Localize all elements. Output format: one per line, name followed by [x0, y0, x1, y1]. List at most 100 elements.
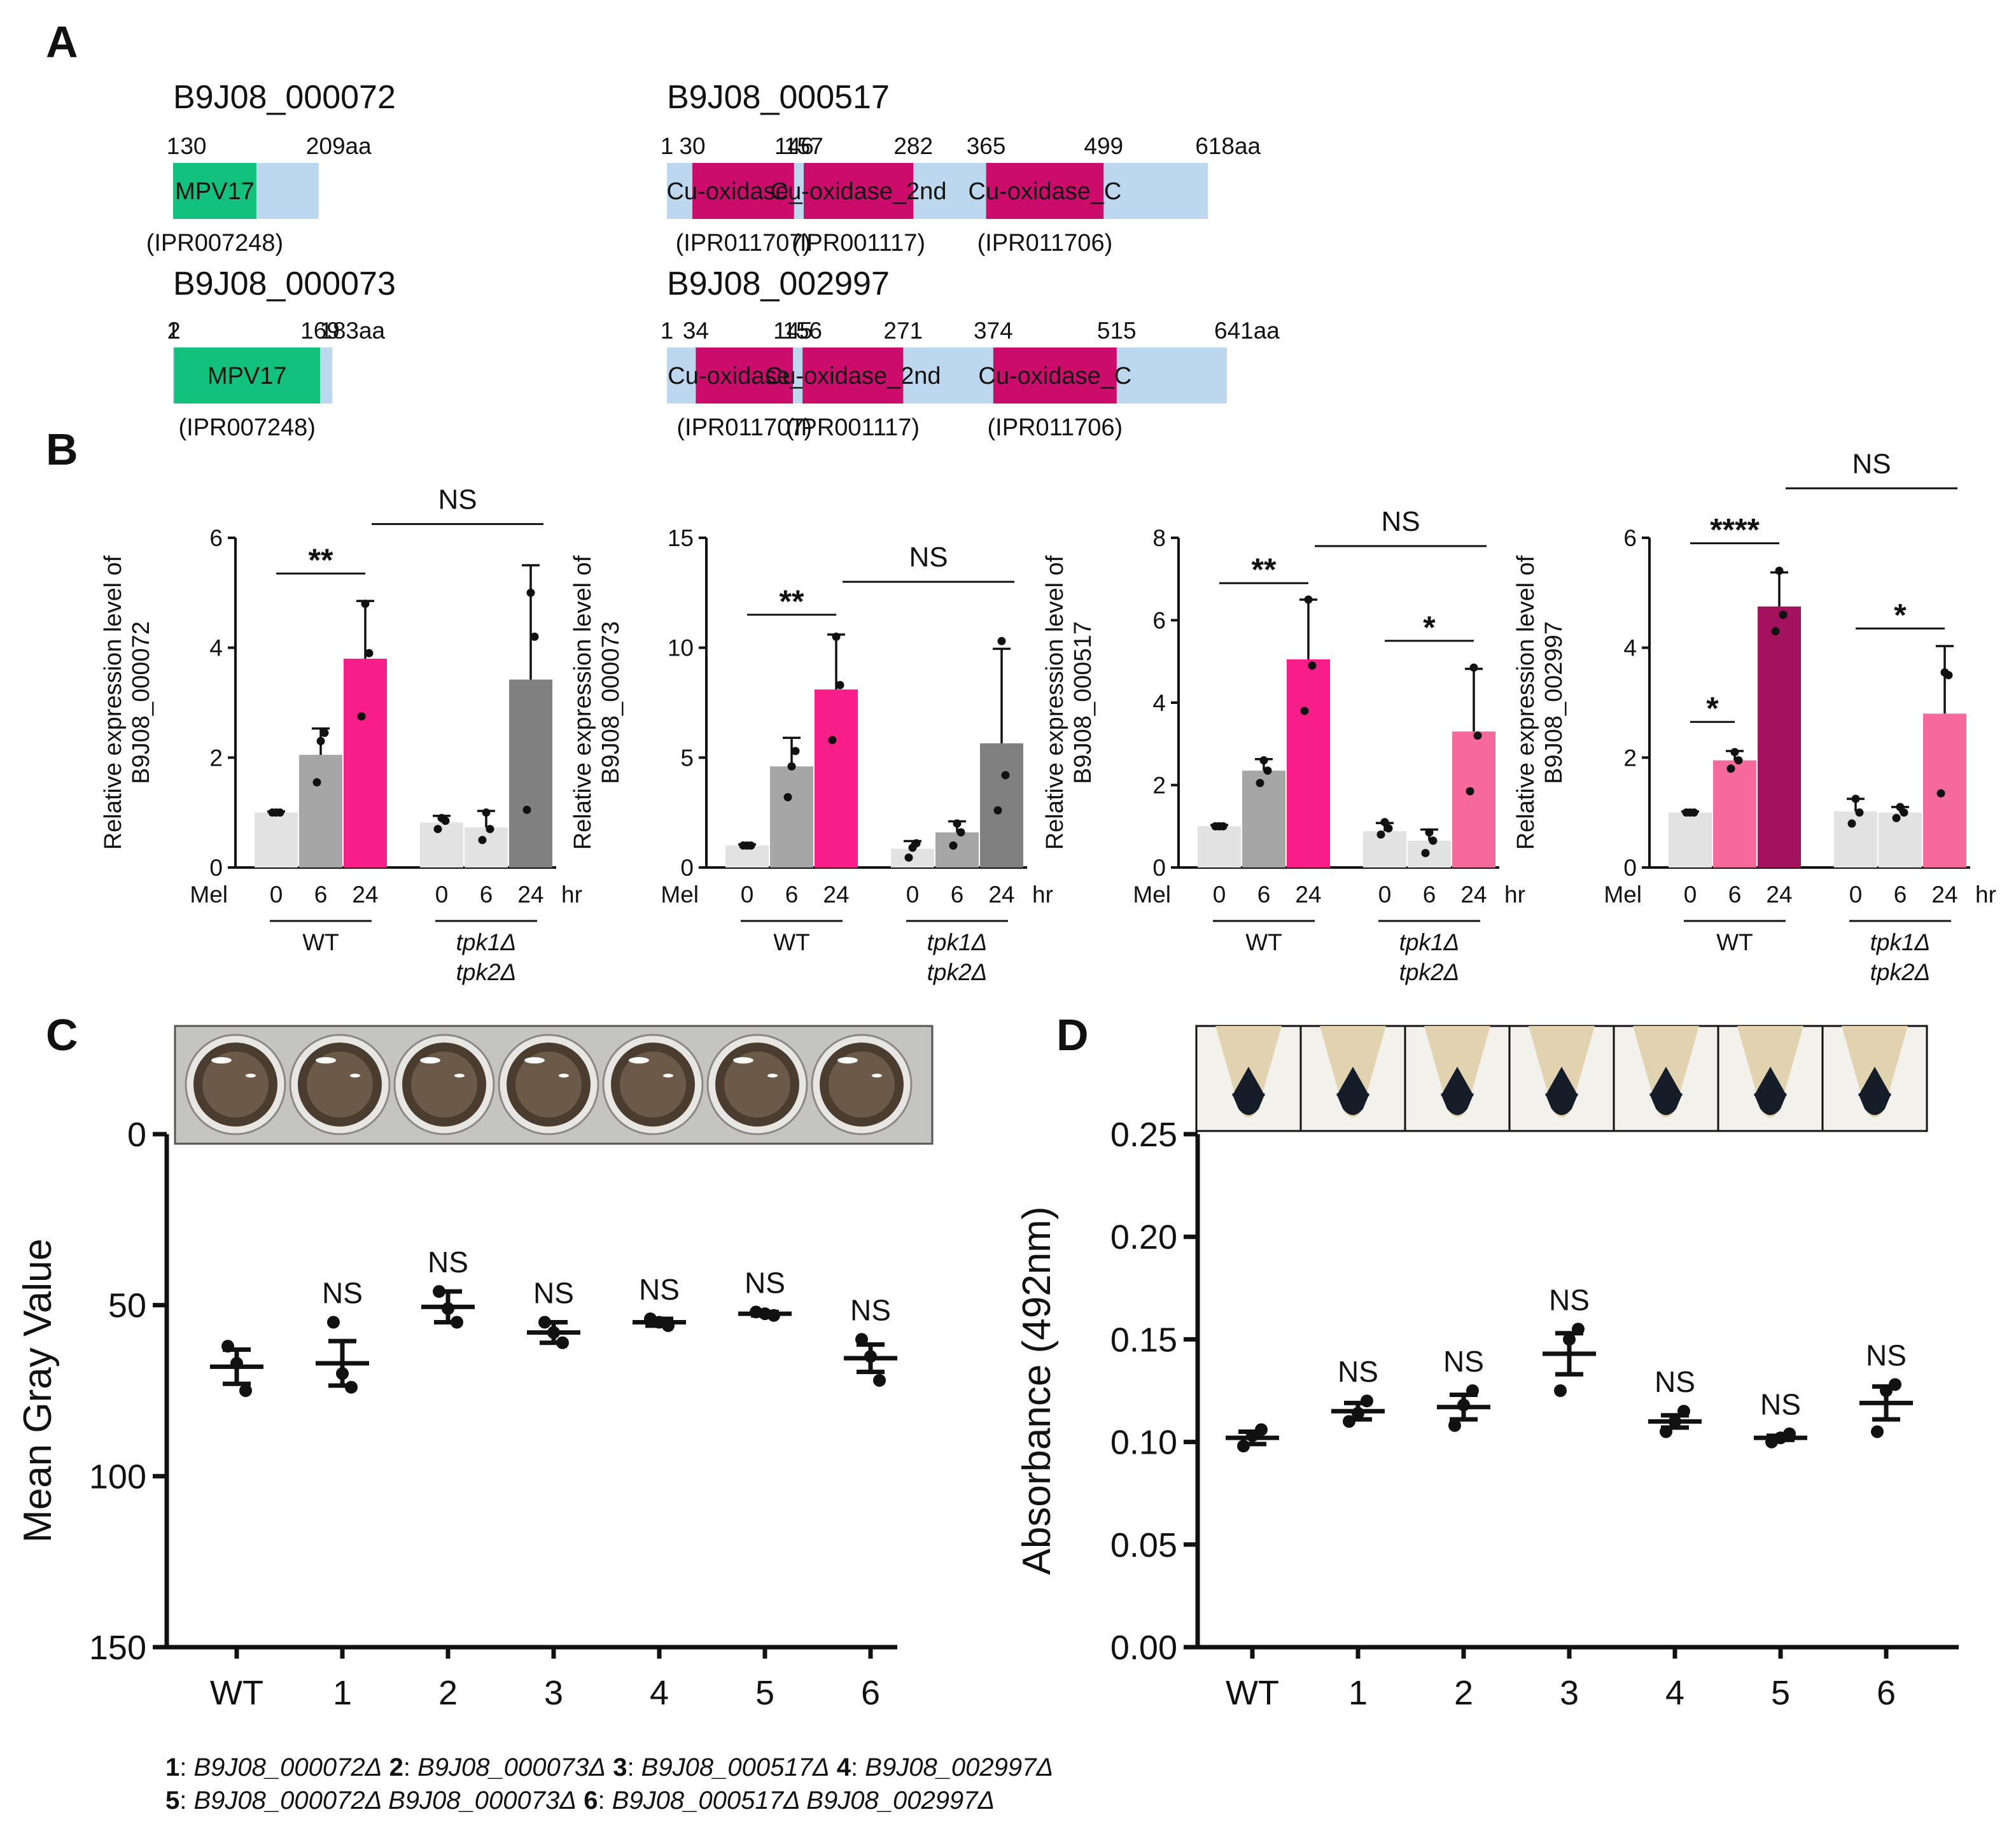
- data-point: [1572, 1323, 1585, 1336]
- y-axis-label: Absorbance (492nm): [1015, 1207, 1059, 1575]
- y-label-line2: B9J08_000072: [128, 621, 155, 784]
- x-tick-label: 5: [1771, 1674, 1790, 1712]
- domain-ipr: (IPR007248): [178, 414, 315, 441]
- position-label: 1: [167, 133, 180, 159]
- x-tick-label: 6: [1894, 881, 1907, 908]
- domain-box: [173, 163, 256, 219]
- x-tick-label: 24: [988, 881, 1014, 908]
- data-point: [556, 1336, 569, 1349]
- domain-label: Cu-oxidase_2nd: [765, 363, 941, 390]
- category-group: 5 NS: [738, 1266, 792, 1712]
- category-group: 6 NS: [844, 1293, 897, 1712]
- data-point: [1466, 787, 1474, 796]
- bar-group: [1758, 566, 1801, 867]
- well: [289, 1034, 391, 1135]
- y-tick-label: 0.20: [1110, 1218, 1177, 1256]
- bar-group: [255, 808, 298, 867]
- y-tick-label: 2: [1623, 745, 1637, 771]
- data-point: [1466, 1384, 1479, 1397]
- data-point: [538, 1316, 551, 1329]
- y-tick-label: 2: [209, 745, 223, 771]
- data-point: [1304, 595, 1313, 604]
- data-point: [312, 778, 321, 787]
- data-point: [1871, 1425, 1884, 1438]
- bar: [1713, 760, 1756, 867]
- bar-group: [1834, 794, 1877, 867]
- data-point: [873, 1373, 886, 1387]
- significance-label: NS: [322, 1277, 363, 1310]
- data-point: [1255, 1423, 1268, 1436]
- well-plate-photo: [174, 1025, 934, 1145]
- unit-label: hr: [561, 881, 582, 908]
- y-label-line2: B9J08_000073: [598, 621, 624, 784]
- x-tick-label: 24: [1931, 881, 1957, 908]
- significance-annotation: NS: [372, 484, 543, 525]
- data-point: [345, 1380, 358, 1394]
- protein-B9J08_000072: B9J08_000072 MPV17 (IPR007248) 1 30 209aa: [146, 79, 396, 256]
- domain-ipr: (IPR011707): [676, 414, 812, 441]
- y-tick-label: 5: [680, 745, 694, 771]
- domain-label: Cu-oxidase_N: [668, 363, 821, 390]
- bar: [1452, 731, 1495, 867]
- significance-annotation: *: [1856, 597, 1945, 633]
- data-point: [1425, 828, 1434, 837]
- position-label: 145: [773, 318, 813, 344]
- significance-label: NS: [1381, 506, 1420, 537]
- x-tick-label: 24: [352, 881, 378, 908]
- significance-annotation: **: [1219, 552, 1308, 587]
- well: [185, 1034, 286, 1135]
- group-label-wt: WT: [773, 929, 810, 955]
- bar-group: [1879, 803, 1922, 867]
- bar-group: [1408, 828, 1451, 867]
- x-tick-label: 2: [1454, 1674, 1473, 1712]
- data-point: [1677, 1405, 1690, 1418]
- x-tick-label: 6: [785, 881, 799, 908]
- data-point: [1457, 1398, 1470, 1412]
- x-tick-label: 6: [1423, 881, 1436, 908]
- domain-ipr: (IPR001117): [786, 414, 920, 441]
- y-tick-label: 0: [1152, 855, 1166, 881]
- domain-cu-oxidase_2nd: Cu-oxidase_2nd (IPR001117): [765, 348, 941, 441]
- category-group: 5 NS: [1754, 1388, 1807, 1712]
- x-tick-label: WT: [1226, 1674, 1279, 1712]
- domain-mpv17: MPV17 (IPR007248): [146, 163, 283, 256]
- data-point: [791, 747, 800, 755]
- data-point: [1263, 766, 1272, 775]
- position-label: 271: [883, 318, 923, 344]
- domain-label: MPV17: [207, 363, 287, 390]
- data-point: [327, 1316, 340, 1329]
- tube: [1821, 1025, 1928, 1132]
- significance-annotation: *: [1690, 691, 1735, 726]
- bar-group: [465, 808, 508, 867]
- bar: [1923, 713, 1966, 867]
- bar: [1363, 831, 1406, 867]
- category-group: 3 NS: [1543, 1283, 1596, 1712]
- significance-label: NS: [533, 1277, 574, 1310]
- domain-ipr: (IPR011706): [987, 414, 1123, 441]
- group-label-wt: WT: [1716, 929, 1753, 955]
- bar-group: [1198, 822, 1241, 867]
- legend-strain-3: B9J08_000517Δ: [641, 1753, 830, 1781]
- data-point: [1896, 803, 1905, 811]
- data-point: [662, 1319, 675, 1332]
- bar: [1879, 812, 1922, 867]
- tube-photos: [1195, 1025, 1928, 1132]
- data-point: [953, 819, 962, 828]
- y-tick-label: 0: [1623, 855, 1637, 881]
- significance-annotation: *: [1385, 610, 1474, 645]
- chart-C: 0 50 100 150 Mean Gray Value WT 1 NS 2 NS 3 NS 4 NS 5 N…: [16, 1116, 897, 1712]
- data-point: [451, 1316, 463, 1329]
- domain-mpv17: MPV17 (IPR007248): [174, 348, 320, 441]
- significance-label: NS: [1338, 1355, 1378, 1388]
- data-point: [1734, 756, 1743, 765]
- domain-box: [986, 163, 1104, 219]
- data-point: [904, 853, 913, 862]
- data-point: [908, 843, 917, 852]
- tube: [1717, 1025, 1824, 1132]
- data-point: [221, 1340, 234, 1353]
- bar: [1834, 811, 1877, 867]
- significance-label: *: [1423, 610, 1436, 645]
- y-label-line1: Relative expression level of: [1042, 555, 1068, 850]
